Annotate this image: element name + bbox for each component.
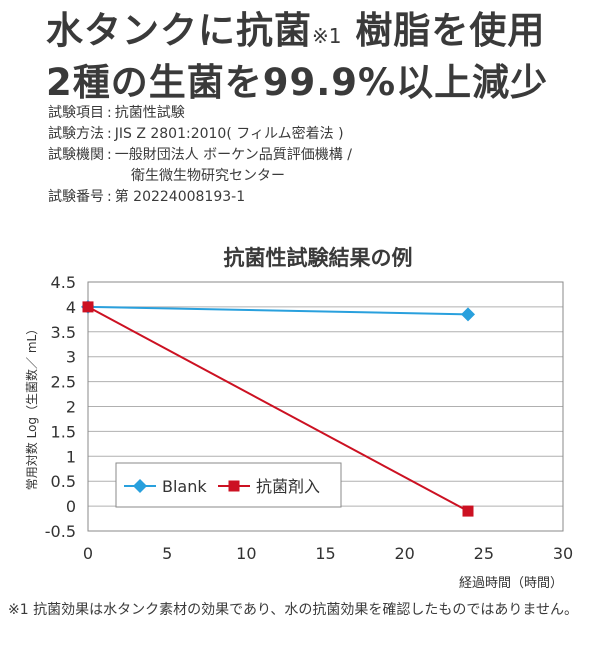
y-tick-label: 3 <box>66 348 76 367</box>
chart-title: 抗菌性試験結果の例 <box>224 246 413 270</box>
test-info-key: 試験機関 <box>48 147 104 163</box>
test-info-item: 試験番号: 第 20224008193-1 <box>48 187 352 208</box>
data-point-blank <box>461 307 475 322</box>
test-info-separator: : <box>107 126 112 142</box>
test-info-item: 衛生微生物研究センター <box>48 166 352 187</box>
antibacterial-test-chart: 抗菌性試験結果の例 4.5 4 3.5 3 2.5 2 1.5 1 0.5 0 -0.5 0 5 10 15 2… <box>24 246 573 591</box>
y-tick-label: 0 <box>66 497 76 516</box>
data-point-antibacterial <box>462 505 474 517</box>
y-tick-label: -0.5 <box>45 522 76 541</box>
data-point-antibacterial <box>82 301 94 313</box>
x-tick-label: 15 <box>315 544 335 563</box>
plot-area-frame <box>87 281 564 532</box>
x-axis-label: 経過時間（時間） <box>459 576 563 591</box>
headline-line-2: 2種の生菌を99.9%以上減少 <box>46 61 549 104</box>
test-info-item: 試験方法: JIS Z 2801:2010( フィルム密着法 ) <box>48 124 352 145</box>
x-tick-label: 0 <box>83 544 93 563</box>
series-line-antibacterial <box>87 306 469 512</box>
x-tick-label: 5 <box>162 544 172 563</box>
y-tick-label: 2 <box>66 398 76 417</box>
test-info-key: 試験方法 <box>48 126 104 142</box>
test-info-list: 試験項目: 抗菌性試験 試験方法: JIS Z 2801:2010( フィルム密着法… <box>48 103 352 208</box>
test-info-item: 試験項目: 抗菌性試験 <box>48 103 352 124</box>
legend-marker <box>133 479 147 493</box>
test-info-item: 試験機関: 一般財団法人 ボーケン品質評価機構 / <box>48 145 352 166</box>
x-tick-label: 10 <box>236 544 256 563</box>
footnote: ※1 抗菌効果は水タンク素材の効果であり、水の抗菌効果を確認したものではありませ… <box>8 602 578 618</box>
y-tick-label: 0.5 <box>51 472 76 491</box>
test-info-value: JIS Z 2801:2010( フィルム密着法 ) <box>114 126 344 142</box>
x-tick-label: 20 <box>394 544 414 563</box>
test-info-value: 抗菌性試験 <box>114 105 185 121</box>
y-axis-label: 常用対数 Log（生菌数／ mL） <box>24 323 39 490</box>
test-info-separator: : <box>107 147 112 163</box>
y-tick-label: 4.5 <box>51 273 76 292</box>
test-info-separator: : <box>107 189 112 205</box>
x-tick-label: 25 <box>474 544 494 563</box>
series-line-blank <box>87 305 469 316</box>
legend-marker <box>228 480 240 492</box>
y-tick-label: 3.5 <box>51 323 76 342</box>
y-tick-label: 2.5 <box>51 373 76 392</box>
legend-label: 抗菌剤入 <box>256 477 320 496</box>
test-info-separator: : <box>107 105 112 121</box>
x-tick-label: 30 <box>553 544 573 563</box>
footnote-marker: ※1 <box>312 24 342 48</box>
test-info-value: 衛生微生物研究センター <box>131 168 285 184</box>
y-tick-label: 1 <box>66 447 76 466</box>
test-info-key: 試験項目 <box>48 105 104 121</box>
test-info-key: 試験番号 <box>48 189 104 205</box>
y-tick-label: 1.5 <box>51 422 76 441</box>
y-tick-label: 4 <box>66 298 76 317</box>
headline-line-1: 水タンクに抗菌※1 樹脂を使用 <box>46 9 546 52</box>
test-info-value: 一般財団法人 ボーケン品質評価機構 / <box>114 147 352 163</box>
test-info-value: 第 20224008193-1 <box>114 189 246 205</box>
legend-label: Blank <box>162 477 207 496</box>
